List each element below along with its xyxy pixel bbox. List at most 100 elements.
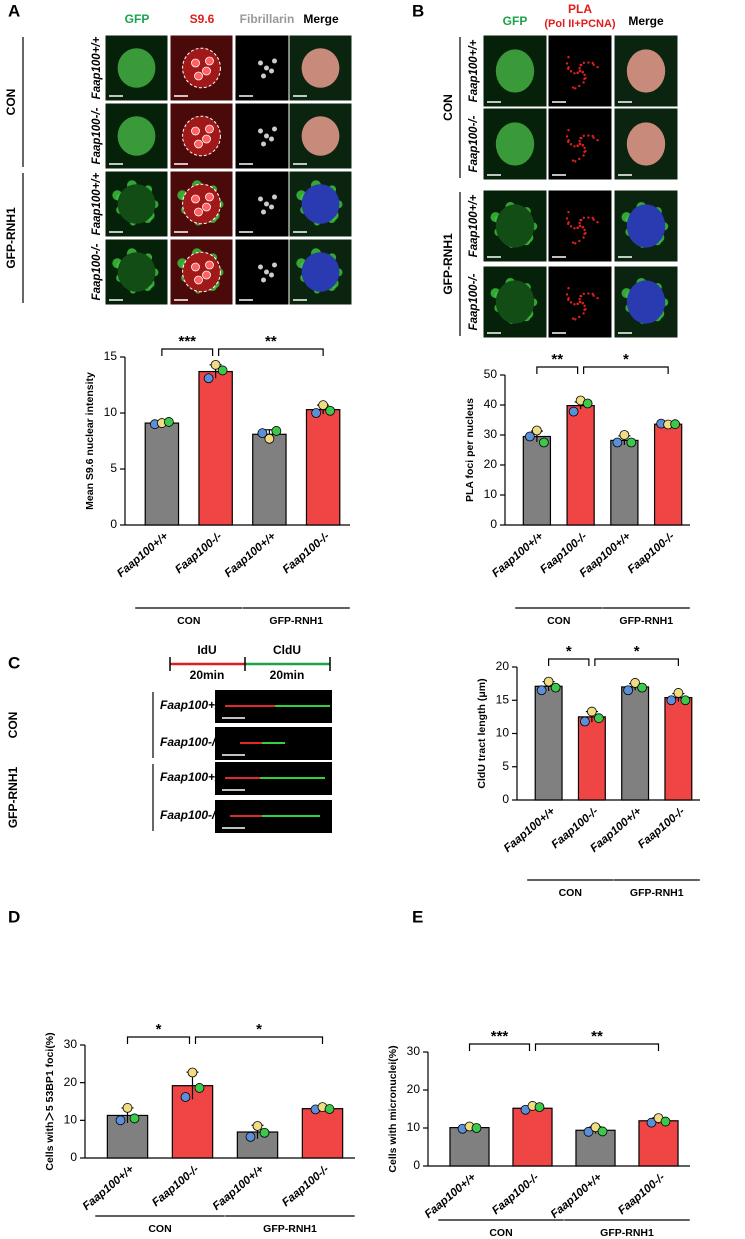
row-label: Faap100+/+	[91, 36, 103, 99]
bar	[566, 405, 595, 526]
nucleolus	[191, 194, 200, 204]
y-tick-label: 20	[496, 659, 510, 673]
pla-dot	[591, 134, 594, 138]
nucleolus	[264, 201, 269, 207]
nucleus	[182, 47, 221, 89]
nucleolus	[261, 209, 266, 215]
pla-dot	[582, 216, 586, 220]
nucleolus	[194, 71, 203, 81]
nucleolus	[258, 196, 263, 202]
y-tick-label: 0	[490, 517, 497, 531]
replicate-dot	[612, 437, 623, 448]
pla-dot	[580, 218, 583, 222]
nucleolus	[194, 139, 203, 149]
pla-dot	[581, 144, 584, 147]
group-label: CON	[559, 887, 582, 899]
nucleus	[626, 280, 666, 324]
nucleus	[182, 251, 221, 293]
pla-dot	[567, 139, 570, 142]
pla-dot	[574, 160, 577, 163]
nucleolus	[194, 207, 203, 217]
replicate-dot	[194, 1083, 205, 1093]
replicate-dot	[259, 1127, 270, 1138]
pla-dot	[592, 218, 595, 221]
nucleolus	[205, 56, 214, 66]
bar	[301, 1108, 344, 1159]
pla-dot	[580, 294, 583, 298]
bar	[638, 1120, 679, 1167]
significance-label: ***	[491, 1028, 509, 1045]
nucleolus	[269, 136, 274, 142]
pla-dot	[581, 302, 584, 305]
nucleolus	[258, 264, 263, 270]
nucleus	[301, 116, 340, 156]
significance-label: **	[265, 333, 277, 350]
nucleolus	[205, 124, 214, 134]
pla-dot	[583, 73, 586, 77]
replicate-dot	[582, 398, 593, 409]
bar	[610, 439, 639, 526]
x-tick-label: Faap100-/-	[280, 1163, 331, 1209]
pla-dot	[567, 55, 570, 59]
significance-label: *	[623, 351, 629, 368]
group-label: CON	[441, 94, 455, 121]
image-tile	[234, 238, 299, 306]
nucleolus	[191, 58, 200, 68]
pla-dot	[596, 220, 599, 224]
replicate-dot	[637, 682, 648, 693]
group-label: GFP-RNH1	[269, 615, 323, 627]
significance-bracket	[583, 366, 669, 374]
y-tick-label: 10	[407, 1120, 421, 1134]
pla-dot	[578, 69, 582, 73]
pla-dot	[582, 134, 586, 138]
track-label: IdU	[197, 643, 216, 657]
y-tick-label: 5	[110, 461, 117, 475]
y-tick-label: 20	[484, 457, 498, 471]
nucleolus	[202, 66, 211, 76]
bar	[653, 423, 683, 526]
pla-dot	[582, 312, 585, 315]
pla-dot	[569, 225, 573, 228]
pla-dot	[591, 292, 594, 296]
y-tick-label: 10	[496, 726, 510, 740]
column-subheader: (Pol II+PCNA)	[544, 18, 616, 30]
nucleolus	[264, 269, 269, 275]
replicate-dot	[646, 1117, 657, 1128]
column-header: S9.6	[190, 12, 215, 26]
pla-dot	[567, 66, 570, 69]
nucleolus	[272, 262, 277, 268]
pla-dot	[582, 154, 585, 157]
group-label: CON	[547, 615, 570, 627]
duration-label: 20min	[270, 668, 305, 682]
replicate-dot	[534, 1102, 545, 1112]
replicate-dot	[524, 431, 535, 442]
x-tick-label: Faap100-/-	[616, 1171, 667, 1217]
replicate-dot	[264, 433, 275, 444]
significance-bracket	[194, 1036, 324, 1044]
row-label: Faap100-/-	[91, 243, 103, 300]
bar	[144, 422, 180, 526]
pla-dot	[578, 142, 582, 146]
nucleolus	[272, 126, 277, 132]
pla-dot	[582, 292, 586, 296]
bar	[577, 716, 606, 801]
bar	[512, 1107, 553, 1167]
significance-label: *	[566, 643, 572, 660]
y-tick-label: 0	[502, 792, 509, 806]
row-label: Faap100+/+	[91, 172, 103, 235]
column-header: GFP	[125, 12, 150, 26]
column-header: PLA	[568, 2, 592, 16]
significance-bracket	[468, 1043, 531, 1051]
x-tick-label: Faap100-/-	[626, 530, 677, 576]
x-tick-label: Faap100-/-	[150, 1163, 201, 1209]
replicate-dot	[597, 1126, 608, 1137]
y-tick-label: 50	[484, 367, 498, 381]
nucleus	[117, 184, 156, 224]
y-axis-label: PLA foci per nucleus	[464, 398, 476, 502]
pla-dot	[587, 134, 590, 137]
nucleolus	[202, 134, 211, 144]
nucleolus	[191, 126, 200, 136]
replicate-dot	[538, 437, 549, 448]
column-header: GFP	[503, 14, 528, 28]
